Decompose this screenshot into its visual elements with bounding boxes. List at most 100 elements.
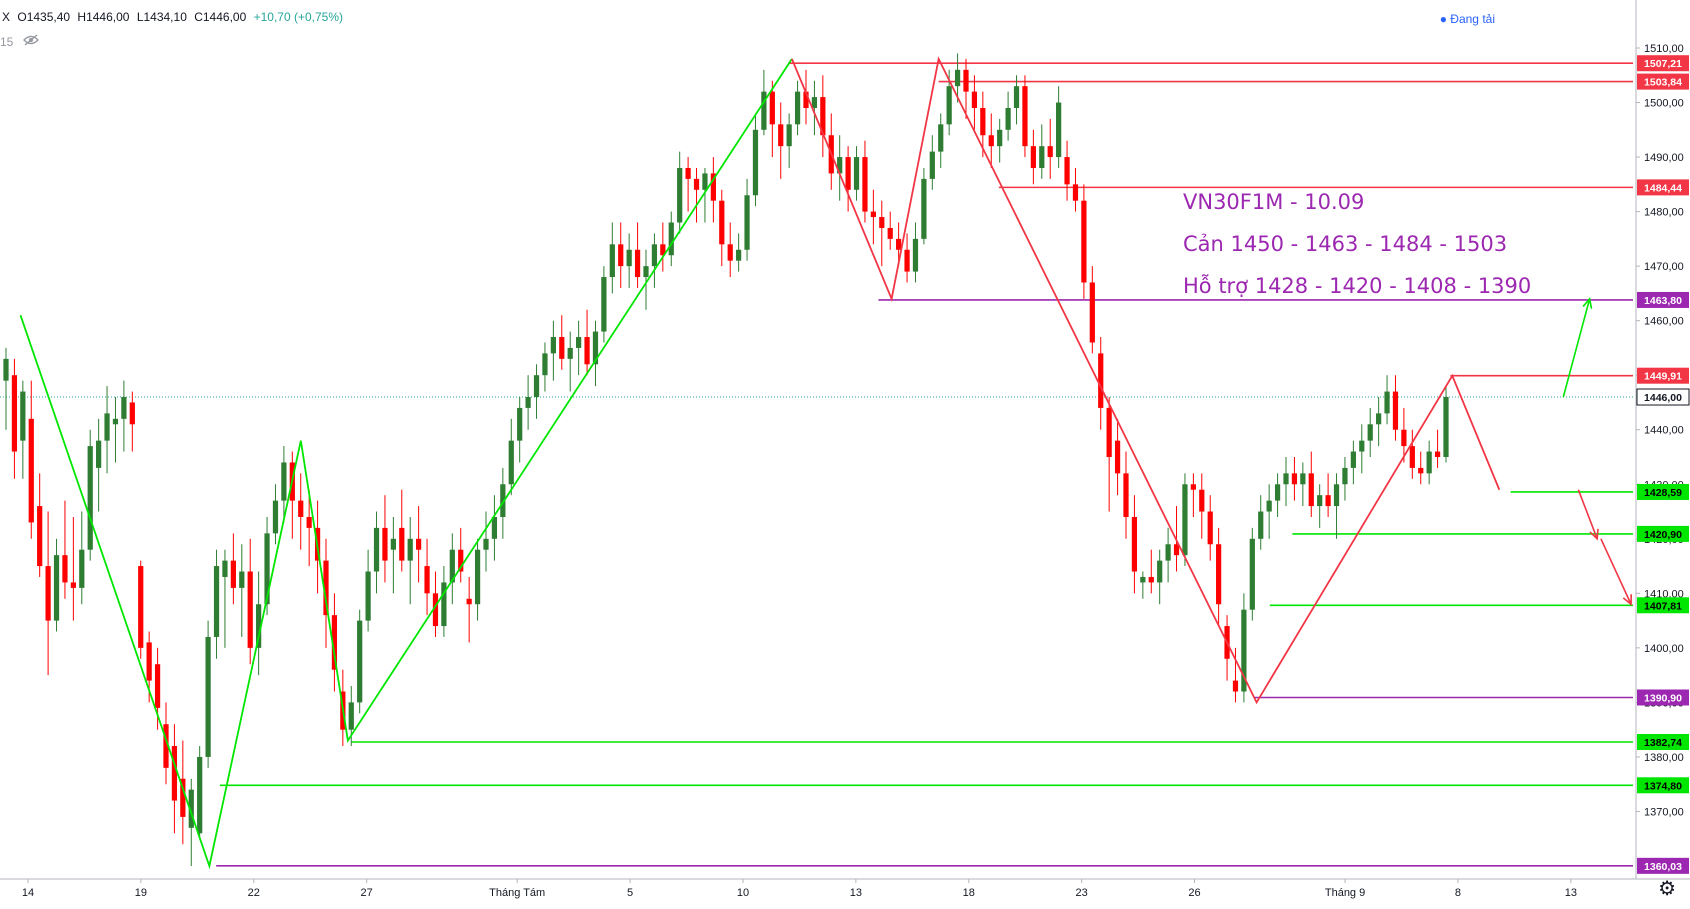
candle-body bbox=[811, 97, 818, 108]
candle-body bbox=[45, 566, 51, 621]
candle-body bbox=[896, 238, 902, 250]
x-tick-label: 8 bbox=[1455, 887, 1461, 899]
candle-body bbox=[643, 266, 649, 278]
candle-body bbox=[222, 560, 228, 577]
candle-body bbox=[1426, 451, 1432, 474]
candle-body bbox=[264, 533, 270, 605]
level-price-label-bg bbox=[1637, 597, 1689, 614]
level-price-label: 1503,84 bbox=[1644, 77, 1682, 89]
y-tick-label: 1490,00 bbox=[1644, 152, 1684, 164]
level-price-label-bg bbox=[1637, 73, 1689, 90]
level-price-label: 1449,91 bbox=[1644, 371, 1682, 383]
level-price-label-bg bbox=[1637, 483, 1689, 500]
candle-body bbox=[710, 173, 716, 201]
candle-body bbox=[121, 397, 127, 419]
candle-body bbox=[1013, 86, 1020, 108]
candle-body bbox=[1409, 446, 1415, 468]
candle-body bbox=[693, 178, 700, 190]
candle-body bbox=[525, 397, 531, 408]
loading-status: ● Đang tải bbox=[1440, 12, 1495, 26]
candle-body bbox=[272, 500, 279, 534]
candle-body bbox=[1274, 484, 1281, 501]
candle-body bbox=[980, 107, 986, 136]
x-tick-label: 13 bbox=[850, 887, 862, 899]
level-price-label-bg bbox=[1637, 291, 1689, 308]
candle-body bbox=[988, 135, 994, 147]
level-price-label: 1374,80 bbox=[1644, 780, 1682, 792]
candle-body bbox=[508, 440, 514, 485]
x-tick-label: 14 bbox=[22, 887, 34, 899]
candle-body bbox=[887, 227, 893, 239]
candle-body bbox=[1367, 424, 1373, 441]
level-price-label-bg bbox=[1637, 857, 1689, 874]
candle-body bbox=[390, 538, 396, 550]
level-price-label: 1390,90 bbox=[1644, 692, 1682, 704]
candle-body bbox=[247, 571, 253, 648]
price-axis-bg bbox=[1636, 0, 1690, 909]
trend-arrow bbox=[1600, 538, 1632, 605]
candle-body bbox=[592, 331, 599, 365]
level-price-label: 1428,59 bbox=[1644, 487, 1682, 499]
candle-body bbox=[1216, 544, 1222, 605]
candle-body bbox=[197, 756, 203, 834]
candle-body bbox=[382, 527, 388, 561]
settings-gear-icon[interactable]: ⚙ bbox=[1658, 878, 1676, 900]
high-value: H1446,00 bbox=[77, 10, 130, 24]
level-price-label-bg bbox=[1637, 733, 1689, 750]
candle-body bbox=[1081, 200, 1087, 283]
candle-body bbox=[1376, 413, 1382, 425]
level-price-label: 1407,81 bbox=[1644, 600, 1682, 612]
candle-body bbox=[373, 527, 380, 572]
candle-body bbox=[1114, 440, 1121, 474]
candle-body bbox=[668, 222, 674, 256]
candle-body bbox=[1030, 146, 1036, 168]
candle-body bbox=[1249, 538, 1255, 610]
candle-body bbox=[399, 527, 405, 561]
arrow-head bbox=[1582, 297, 1593, 309]
current-price-label-bg bbox=[1637, 389, 1689, 406]
candle-body bbox=[104, 413, 110, 441]
candle-body bbox=[1131, 516, 1138, 572]
eye-off-icon[interactable] bbox=[22, 34, 39, 49]
candle-body bbox=[171, 746, 178, 801]
candle-body bbox=[1359, 440, 1365, 452]
candle-body bbox=[1064, 157, 1070, 185]
arrow-head bbox=[1589, 528, 1599, 541]
candle-body bbox=[1047, 146, 1053, 158]
candle-body bbox=[1199, 489, 1205, 512]
candle-body bbox=[407, 538, 413, 561]
y-tick-label: 1380,00 bbox=[1644, 752, 1684, 764]
candle-body bbox=[87, 446, 93, 550]
symbol-label[interactable]: X bbox=[2, 10, 11, 24]
candle-body bbox=[609, 244, 615, 278]
candle-body bbox=[626, 249, 632, 267]
y-tick-label: 1500,00 bbox=[1644, 98, 1684, 110]
candle-body bbox=[441, 582, 447, 627]
candle-body bbox=[761, 91, 767, 130]
x-tick-label: 18 bbox=[963, 887, 975, 899]
status-dot-icon: ● bbox=[1439, 12, 1447, 26]
candle-body bbox=[205, 636, 211, 757]
candle-body bbox=[1072, 184, 1079, 201]
candle-body bbox=[752, 129, 759, 196]
y-tick-label: 1370,00 bbox=[1644, 806, 1684, 818]
candle-body bbox=[323, 560, 329, 616]
current-price-label: 1446,00 bbox=[1644, 392, 1682, 404]
candle-body bbox=[702, 173, 708, 190]
candle-body bbox=[677, 167, 683, 223]
candle-body bbox=[1148, 576, 1154, 583]
candle-body bbox=[879, 217, 885, 228]
candle-body bbox=[1308, 473, 1314, 507]
candle-body bbox=[491, 516, 498, 539]
candle-body bbox=[1333, 484, 1340, 507]
candle-body bbox=[96, 440, 102, 468]
candle-body bbox=[1157, 560, 1163, 583]
x-tick-label: 22 bbox=[248, 887, 260, 899]
x-tick-label: 26 bbox=[1188, 887, 1200, 899]
candle-body bbox=[357, 620, 363, 703]
level-price-label-bg bbox=[1637, 777, 1689, 794]
x-tick-label: 19 bbox=[135, 887, 147, 899]
candle-body bbox=[112, 418, 119, 425]
y-tick-label: 1440,00 bbox=[1644, 425, 1684, 437]
